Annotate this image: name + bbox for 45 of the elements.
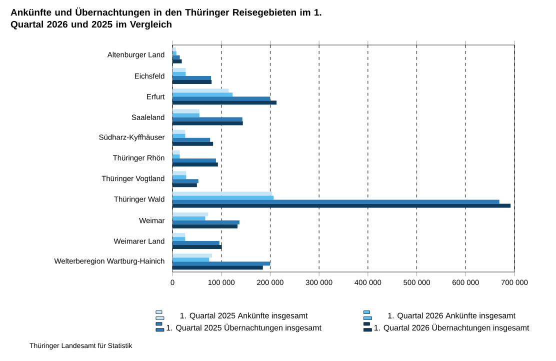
bar [172,233,186,238]
bar [172,72,186,76]
bar [172,55,180,60]
bar [172,117,242,122]
bar [172,68,186,72]
bar [172,92,233,97]
bar [172,241,220,246]
bar [172,237,186,242]
bar [172,224,238,228]
bar [172,59,182,64]
bar [172,51,176,56]
bar [172,96,270,101]
bar [172,80,212,84]
bar [172,150,180,154]
bar [172,200,500,204]
bar [172,130,186,134]
bar [172,158,216,162]
bar [172,192,272,196]
bar [172,100,277,105]
bar [172,171,186,176]
bar [172,196,274,200]
bar [172,216,206,220]
bar [172,254,212,258]
bar [172,162,218,166]
bar [172,258,210,262]
bar [172,76,212,80]
bar [172,47,176,52]
bar [172,204,511,208]
bar [172,121,243,126]
bar [172,175,186,180]
bar [172,220,240,224]
bar [172,88,229,93]
bar [172,262,270,266]
chart-title: Ankünfte und Übernachtungen in den Thüringer Reisegebieten im 1. Quartal 2026 und 2025 im Vergleich [10,8,322,30]
bar [172,266,263,270]
bar [172,154,180,158]
bar [172,113,200,118]
bar [172,134,186,138]
bar [172,179,198,184]
bar [172,138,210,142]
bar [172,142,214,146]
bar [172,212,208,216]
bar [172,183,197,188]
bar [172,245,222,250]
bar [172,109,200,114]
